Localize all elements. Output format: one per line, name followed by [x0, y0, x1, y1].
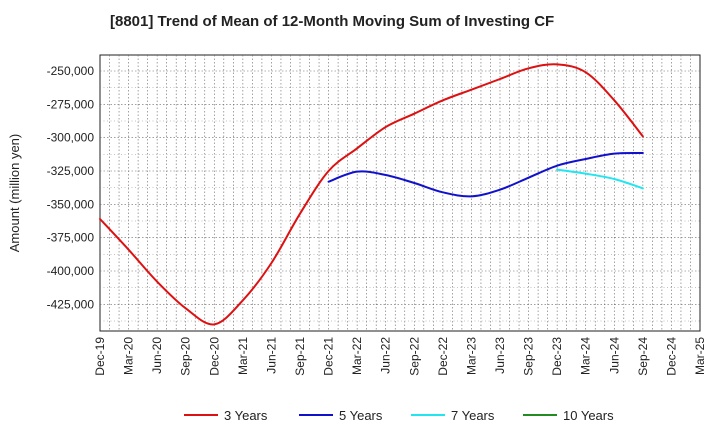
- y-tick-label: -425,000: [47, 297, 95, 311]
- y-tick-labels: -250,000 -275,000 -300,000 -325,000 -350,000…: [47, 64, 95, 311]
- x-tick-label: Dec-22: [436, 337, 450, 376]
- x-tick-label: Sep-20: [179, 337, 193, 376]
- plot-area: [99, 54, 701, 332]
- x-tick-label: Mar-21: [236, 337, 250, 375]
- x-tick-label: Dec-21: [322, 337, 336, 376]
- series-line-3-years: [99, 63, 644, 326]
- y-tick-label: -325,000: [47, 164, 95, 178]
- x-gridlines: [109, 55, 691, 331]
- x-tick-label: Sep-23: [522, 337, 536, 376]
- x-tick-label: Mar-24: [579, 337, 593, 375]
- chart-title: [8801] Trend of Mean of 12-Month Moving …: [110, 13, 554, 30]
- x-tick-label: Dec-23: [550, 337, 564, 376]
- legend-label: 7 Years: [451, 408, 495, 423]
- legend-label: 10 Years: [563, 408, 614, 423]
- series-line-5-years: [327, 151, 644, 198]
- x-tick-label: Sep-24: [636, 337, 650, 376]
- x-tick-labels: Dec-19 Mar-20 Jun-20 Sep-20 Dec-20 Mar-21 Jun-…: [93, 337, 707, 376]
- x-tick-label: Jun-23: [493, 337, 507, 374]
- y-axis-label: Amount (million yen): [7, 134, 22, 253]
- x-tick-label: Dec-20: [207, 337, 221, 376]
- x-tick-label: Jun-22: [379, 337, 393, 374]
- y-tick-label: -350,000: [47, 197, 95, 211]
- x-tick-label: Jun-20: [150, 337, 164, 374]
- x-tick-label: Mar-25: [693, 337, 707, 375]
- legend-label: 5 Years: [339, 408, 383, 423]
- x-tick-label: Mar-20: [122, 337, 136, 375]
- y-tick-label: -250,000: [47, 64, 95, 78]
- legend-label: 3 Years: [224, 408, 268, 423]
- y-tick-label: -300,000: [47, 131, 95, 145]
- series-line-7-years: [556, 168, 644, 190]
- x-tick-label: Jun-21: [264, 337, 278, 374]
- x-tick-label: Mar-22: [350, 337, 364, 375]
- x-tick-label: Sep-22: [407, 337, 421, 376]
- x-tick-label: Dec-19: [93, 337, 107, 376]
- y-tick-label: -375,000: [47, 231, 95, 245]
- x-tick-label: Mar-23: [464, 337, 478, 375]
- y-tick-label: -400,000: [47, 264, 95, 278]
- x-tick-label: Jun-24: [607, 337, 621, 374]
- series-lines: [99, 63, 644, 326]
- x-tick-label: Sep-21: [293, 337, 307, 376]
- legend: 3 Years 5 Years 7 Years 10 Years: [184, 408, 614, 423]
- y-tick-label: -275,000: [47, 97, 95, 111]
- x-tick-label: Dec-24: [664, 337, 678, 376]
